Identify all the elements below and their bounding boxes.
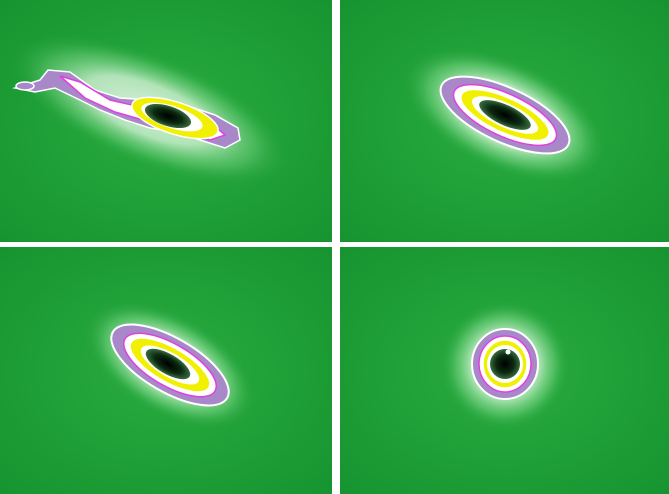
panel: [340, 247, 669, 494]
contour-blob: [16, 82, 34, 90]
panel: [340, 0, 669, 242]
spot: [506, 350, 511, 355]
panel: [0, 0, 332, 242]
panel: [0, 247, 332, 494]
core: [490, 349, 520, 379]
figure: [0, 0, 669, 494]
page: [0, 0, 669, 494]
